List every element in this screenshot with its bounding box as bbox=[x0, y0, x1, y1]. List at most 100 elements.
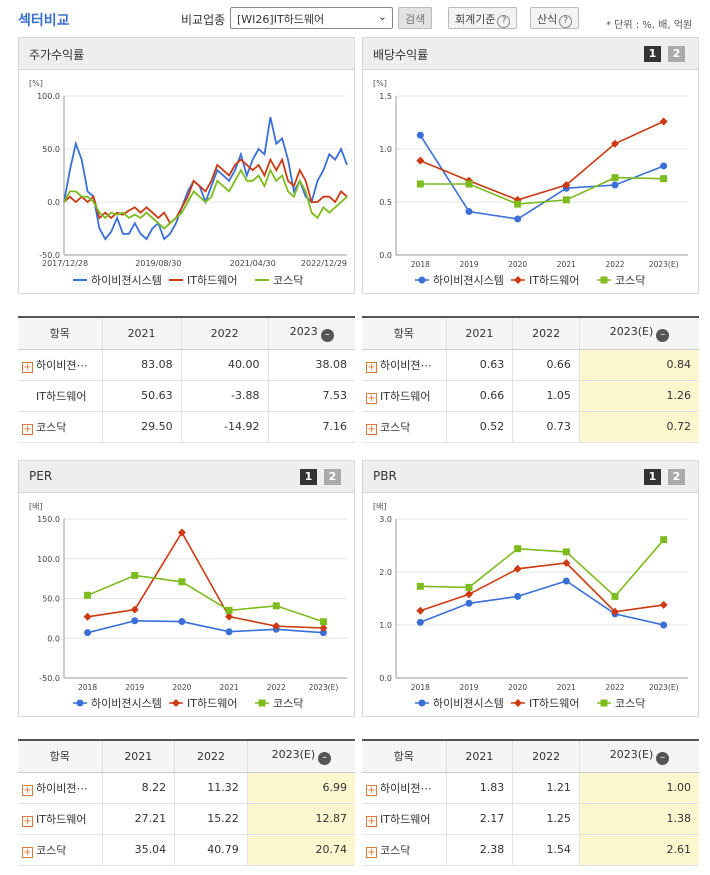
table-header-row: 항목 2021 2022 2023– bbox=[18, 316, 355, 350]
collapse-icon[interactable]: – bbox=[656, 328, 670, 342]
expand-icon[interactable]: + bbox=[366, 423, 377, 435]
data-point bbox=[660, 536, 668, 544]
header-label: 항목 bbox=[49, 750, 70, 764]
toggle-2-button[interactable]: 2 bbox=[668, 469, 685, 485]
expand-icon[interactable]: + bbox=[366, 846, 377, 858]
expand-icon[interactable]: + bbox=[22, 784, 33, 796]
x-tick-label: 2021 bbox=[220, 683, 239, 692]
data-point bbox=[514, 699, 522, 707]
y-tick-label: 50.0 bbox=[42, 145, 60, 154]
table-row: + 코스닥 0.52 0.73 0.72 bbox=[362, 411, 699, 443]
expand-icon[interactable]: + bbox=[366, 815, 377, 827]
header-label: 2022 bbox=[196, 749, 225, 763]
y-tick-label: 1.5 bbox=[379, 92, 392, 101]
toggle-2-button[interactable]: 2 bbox=[668, 46, 685, 62]
value-cell: 6.99 bbox=[246, 772, 355, 804]
accounting-standard-button[interactable]: 회계기준? bbox=[448, 7, 518, 29]
row-name: 코스닥 bbox=[36, 420, 67, 434]
table-row: + 하이비젼⋯ 83.08 40.00 38.08 bbox=[18, 349, 355, 381]
value-cell: 2.17 bbox=[445, 803, 513, 835]
x-tick-label: 2022 bbox=[605, 683, 624, 692]
x-tick-label: 2018 bbox=[411, 683, 430, 692]
series-line bbox=[420, 580, 664, 626]
expand-icon[interactable]: + bbox=[366, 361, 377, 373]
series-line bbox=[420, 562, 664, 613]
help-icon[interactable]: ? bbox=[559, 15, 573, 28]
table-header-cell: 항목 bbox=[362, 316, 446, 350]
x-tick-label: 2019 bbox=[125, 683, 144, 692]
data-point bbox=[178, 578, 186, 586]
table-header-cell: 2021 bbox=[445, 316, 513, 350]
data-point bbox=[319, 629, 327, 637]
x-tick-label: 2018 bbox=[411, 260, 430, 269]
value-cell: 2.61 bbox=[578, 834, 699, 866]
collapse-icon[interactable]: – bbox=[318, 751, 332, 765]
expand-icon[interactable]: + bbox=[366, 392, 377, 404]
search-button[interactable]: 검색 bbox=[398, 7, 433, 29]
data-point bbox=[611, 592, 619, 600]
y-tick-label: -50.0 bbox=[39, 251, 60, 260]
expand-icon[interactable]: + bbox=[366, 784, 377, 796]
header-label: 2023(E) bbox=[609, 747, 654, 761]
toggle-1-button[interactable]: 1 bbox=[300, 469, 317, 485]
y-tick-label: 2.0 bbox=[379, 568, 392, 577]
row-name: 코스닥 bbox=[36, 843, 67, 857]
chevron-down-icon: ⌄ bbox=[377, 10, 387, 23]
row-name: IT하드웨어 bbox=[380, 389, 431, 403]
per-table: 항목 2021 2022 2023(E) – + 하이비젼⋯ 8.22 11.32 6.99 + IT… bbox=[18, 739, 355, 866]
value-cell: 0.66 bbox=[512, 349, 580, 381]
table-header-cell: 2023(E) – bbox=[246, 739, 355, 773]
table-header-cell: 2022 bbox=[180, 316, 269, 350]
table-header-row: 항목 2021 2022 2023(E) – bbox=[362, 316, 699, 350]
value-cell: 38.08 bbox=[267, 349, 355, 381]
sector-select[interactable]: [WI26]IT하드웨어 ⌄ bbox=[230, 7, 393, 29]
collapse-icon[interactable]: – bbox=[656, 751, 670, 765]
header-label: 2022 bbox=[532, 326, 561, 340]
data-point bbox=[562, 558, 571, 567]
data-point bbox=[177, 528, 186, 537]
value-cell: 0.72 bbox=[578, 411, 699, 443]
expand-icon[interactable]: + bbox=[22, 361, 33, 373]
table-row: + 하이비젼⋯ 0.63 0.66 0.84 bbox=[362, 349, 699, 381]
y-tick-label: 0.0 bbox=[379, 674, 392, 683]
expand-icon[interactable]: + bbox=[22, 815, 33, 827]
row-name: IT하드웨어 bbox=[36, 812, 87, 826]
expand-icon[interactable]: + bbox=[22, 423, 33, 435]
data-point bbox=[465, 583, 473, 591]
expand-icon[interactable]: + bbox=[22, 846, 33, 858]
toggle-2-button[interactable]: 2 bbox=[324, 469, 341, 485]
value-cell: 15.22 bbox=[174, 803, 248, 835]
data-point bbox=[416, 618, 424, 626]
table-header-cell: 항목 bbox=[362, 739, 446, 773]
data-point bbox=[416, 180, 424, 188]
axis-unit-label: [%] bbox=[29, 79, 43, 88]
row-name-cell: + 코스닥 bbox=[362, 834, 446, 866]
formula-button[interactable]: 산식? bbox=[530, 7, 580, 29]
value-cell: 1.05 bbox=[512, 380, 580, 412]
series-line bbox=[87, 574, 324, 623]
data-point bbox=[611, 181, 619, 189]
per-table-wrap: 항목 2021 2022 2023(E) – + 하이비젼⋯ 8.22 11.32 6.99 + IT… bbox=[18, 739, 355, 866]
table-row: + 코스닥 29.50 -14.92 7.16 bbox=[18, 411, 355, 443]
x-tick-label: 2019 bbox=[459, 260, 478, 269]
series-line bbox=[420, 176, 664, 205]
panel-title: PBR bbox=[373, 469, 397, 483]
x-tick-label: 2020 bbox=[508, 260, 527, 269]
table-header-cell: 2022 bbox=[512, 316, 580, 350]
table-row: + IT하드웨어 2.17 1.25 1.38 bbox=[362, 803, 699, 835]
toggle-1-button[interactable]: 1 bbox=[644, 469, 661, 485]
panel-title: 주가수익률 bbox=[29, 48, 85, 62]
collapse-icon[interactable]: – bbox=[320, 328, 334, 342]
formula-label: 산식 bbox=[537, 13, 558, 26]
y-tick-label: 0.0 bbox=[379, 251, 392, 260]
row-name-cell: IT하드웨어 bbox=[18, 380, 102, 412]
data-point bbox=[514, 200, 522, 208]
table-header-cell: 2023(E) – bbox=[578, 739, 699, 773]
x-tick-label: 2021 bbox=[557, 683, 576, 692]
help-icon[interactable]: ? bbox=[497, 15, 511, 28]
y-tick-label: 100.0 bbox=[37, 555, 60, 564]
toggle-1-button[interactable]: 1 bbox=[644, 46, 661, 62]
row-name-cell: + 하이비젼⋯ bbox=[362, 349, 446, 381]
page-title: 섹터비교 bbox=[18, 13, 70, 29]
data-point bbox=[611, 607, 619, 616]
